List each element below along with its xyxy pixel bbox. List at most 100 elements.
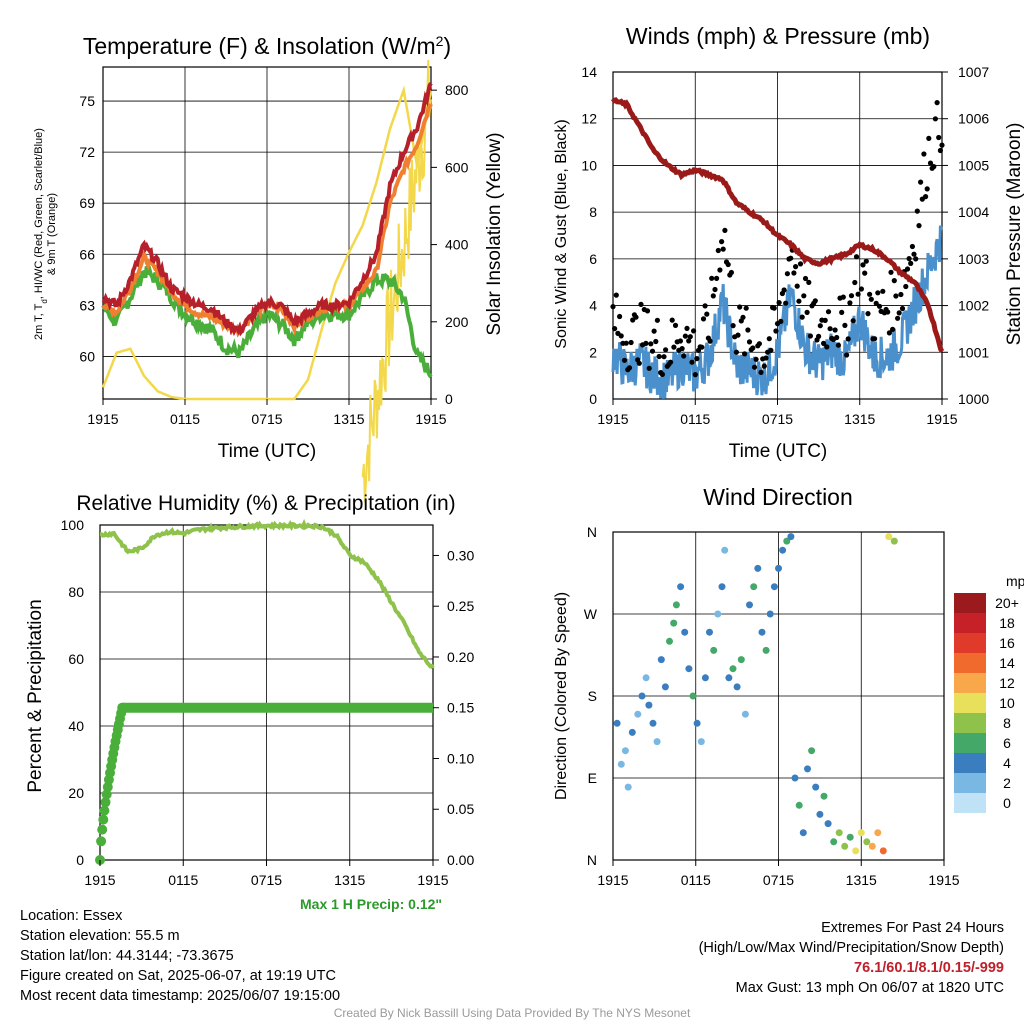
- direction-point: [746, 601, 753, 609]
- direction-point: [770, 583, 778, 591]
- gust-point: [794, 283, 800, 289]
- y2-tick-label: 0.30: [447, 547, 474, 563]
- gust-point: [816, 333, 822, 339]
- legend-label: 10: [999, 695, 1015, 711]
- direction-point: [758, 628, 766, 636]
- winds-xlabel: Time (UTC): [729, 441, 828, 462]
- x-tick-label: 1915: [597, 872, 628, 888]
- gust-point: [626, 365, 633, 371]
- gust-point: [923, 194, 929, 200]
- legend-label: 4: [1003, 755, 1011, 771]
- gust-point: [822, 317, 828, 323]
- direction-point: [697, 738, 705, 746]
- direction-point: [642, 674, 650, 682]
- y2-tick-label: 200: [445, 314, 469, 330]
- gust-point: [886, 330, 893, 336]
- legend-swatch: [954, 613, 986, 633]
- gust-point: [617, 313, 623, 320]
- y-tick-label: 72: [79, 144, 95, 160]
- gust-point: [848, 293, 855, 299]
- dewpoint-line: [101, 262, 433, 379]
- gust-point: [715, 247, 721, 254]
- gust-point: [863, 258, 869, 264]
- temperature-ylabel-line1: 2m T, Td, HI/WC (Red, Green, Scarlet/Blu…: [33, 128, 49, 340]
- winds-title: Winds (mph) & Pressure (mb): [626, 23, 930, 49]
- gust-point: [880, 288, 886, 294]
- y-tick-label: 0: [589, 391, 597, 407]
- y-tick-label: 63: [79, 297, 95, 313]
- precip-point: [101, 789, 112, 800]
- y-tick-label: 0: [76, 852, 84, 868]
- gust-point: [758, 369, 764, 375]
- gust-point: [717, 267, 723, 273]
- gust-point: [804, 309, 810, 315]
- speed-legend: 20+ 18 16 14 12 10 8 6 4 2 0: [954, 593, 1019, 813]
- direction-point: [808, 747, 816, 755]
- temperature-grid: [103, 67, 431, 399]
- y-tick-label: 60: [68, 651, 84, 667]
- direction-point: [729, 665, 737, 673]
- station-info: Location: Essex Station elevation: 55.5 …: [20, 906, 340, 1006]
- winds-ylabel-left: Sonic Wind & Gust (Blue, Black): [553, 119, 570, 348]
- gust-point: [702, 303, 708, 309]
- humidity-series: [95, 518, 435, 865]
- direction-point: [812, 783, 820, 791]
- gust-point: [872, 336, 878, 342]
- gust-point: [710, 293, 716, 299]
- humidity-right-ticks: 0.00 0.05 0.10 0.15 0.20 0.25 0.30: [433, 547, 474, 868]
- legend-swatch: [954, 773, 986, 793]
- gust-point: [793, 264, 799, 270]
- gust-point: [783, 300, 789, 306]
- recent-text: Most recent data timestamp: 2025/06/07 1…: [20, 988, 341, 1004]
- x-tick-label: 1915: [417, 872, 448, 888]
- gust-point: [709, 275, 715, 281]
- winds-series: [610, 97, 945, 399]
- y2-tick-label: 1000: [958, 391, 989, 407]
- legend-label: 12: [999, 675, 1015, 691]
- y2-tick-label: 1001: [958, 344, 989, 360]
- x-tick-label: 1915: [84, 872, 115, 888]
- y2-tick-label: 0.25: [447, 598, 474, 614]
- gust-point: [768, 347, 774, 353]
- x-tick-label: 1915: [415, 411, 446, 427]
- gust-point: [806, 279, 812, 285]
- gust-point: [761, 363, 767, 369]
- temperature-left-ticks: 60 63 66 69 72 75: [79, 93, 95, 364]
- location-text: Location: Essex: [20, 908, 123, 924]
- gust-point: [707, 338, 713, 344]
- extremes-block: Extremes For Past 24 Hours (High/Low/Max…: [699, 918, 1004, 998]
- direction-point: [783, 537, 791, 545]
- winds-panel: Winds (mph) & Pressure (mb) 02468101214 …: [553, 23, 1024, 462]
- direction-point: [685, 665, 693, 673]
- y-tick-label: 8: [589, 204, 597, 220]
- legend-swatch: [954, 793, 986, 813]
- legend-swatch: [954, 713, 986, 733]
- gust-point: [751, 364, 758, 370]
- gust-point: [927, 160, 934, 166]
- insolation-variability-line: [361, 59, 432, 503]
- gust-point: [692, 372, 698, 378]
- gust-point: [737, 304, 743, 310]
- y-tick-label: 6: [589, 251, 597, 267]
- gust-point: [644, 308, 651, 314]
- direction-point: [733, 683, 741, 691]
- direction-point: [628, 728, 636, 736]
- gust-point: [918, 179, 924, 185]
- gust-point: [855, 291, 861, 297]
- gust-point: [781, 287, 787, 293]
- direction-point: [725, 674, 733, 682]
- direction-point: [638, 692, 646, 700]
- gust-point: [677, 338, 684, 344]
- gust-point: [651, 328, 657, 334]
- gust-point: [939, 142, 945, 148]
- gust-point: [867, 291, 873, 297]
- y-tick-label: 20: [68, 785, 84, 801]
- gust-point: [896, 310, 902, 316]
- gust-point: [720, 246, 726, 252]
- direction-point: [693, 719, 701, 727]
- legend-swatch: [954, 753, 986, 773]
- credit-text: Created By Nick Bassill Using Data Provi…: [333, 1006, 691, 1020]
- y2-tick-label: 0.00: [447, 852, 474, 868]
- direction-point: [750, 583, 758, 591]
- legend-label: 14: [999, 655, 1015, 671]
